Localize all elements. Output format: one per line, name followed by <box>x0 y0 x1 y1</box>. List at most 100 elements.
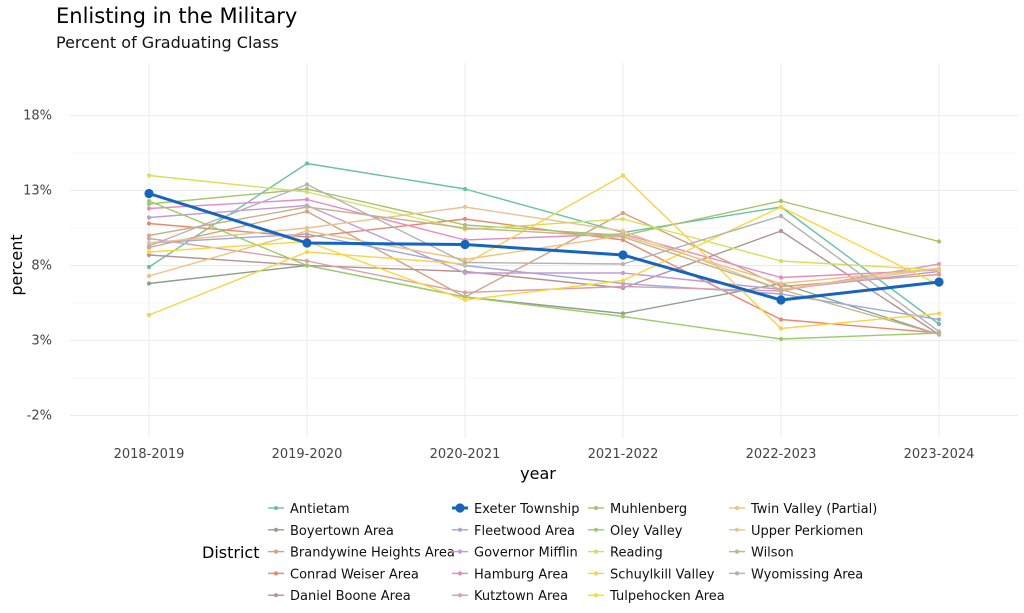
data-point <box>462 294 468 300</box>
data-point <box>778 198 784 204</box>
legend-item: Reading <box>588 546 663 561</box>
data-point <box>304 225 310 231</box>
series-line <box>148 188 940 243</box>
series-line <box>148 162 940 325</box>
series-wyomissing-area <box>146 182 942 334</box>
data-point <box>462 260 468 265</box>
series-exeter-township <box>144 188 944 305</box>
y-tick-label: 3% <box>31 334 52 349</box>
data-point <box>778 317 784 322</box>
data-point <box>934 277 944 287</box>
data-point <box>144 188 154 199</box>
legend-label: Reading <box>610 546 663 561</box>
legend-label: Upper Perkiomen <box>751 524 863 539</box>
legend-item: Boyertown Area <box>268 524 394 539</box>
series-line <box>148 183 940 333</box>
legend-key-point <box>593 593 599 598</box>
data-point <box>462 225 468 231</box>
legend-label: Boyertown Area <box>290 524 394 539</box>
series-layer <box>144 161 944 342</box>
legend-item: Daniel Boone Area <box>268 589 411 604</box>
data-point <box>146 264 152 270</box>
series-line <box>148 198 940 279</box>
data-point <box>146 240 152 246</box>
data-point <box>146 249 152 255</box>
x-tick-label: 2021-2022 <box>588 447 659 462</box>
legend-key-point <box>593 549 599 554</box>
legend-key-point <box>457 593 463 598</box>
data-point <box>146 201 152 207</box>
legend-item: Oley Valley <box>588 524 683 539</box>
legend-item: Upper Perkiomen <box>729 524 863 539</box>
data-point <box>146 198 152 204</box>
legend-label: Governor Mifflin <box>474 546 578 561</box>
data-point <box>146 215 152 220</box>
data-point <box>778 228 784 234</box>
data-point <box>936 261 942 267</box>
data-point <box>936 272 942 277</box>
series-line <box>148 230 940 285</box>
legend-label: Fleetwood Area <box>474 524 575 539</box>
data-point <box>146 312 152 318</box>
data-point <box>618 250 628 260</box>
legend-key-point <box>273 593 279 598</box>
legend-label: Wilson <box>751 546 794 561</box>
legend-item: Muhlenberg <box>588 502 687 517</box>
data-point <box>462 216 468 222</box>
legend-item: Hamburg Area <box>452 567 568 582</box>
data-point <box>620 228 626 234</box>
legend-key-point <box>593 505 599 511</box>
data-point <box>620 210 626 216</box>
legend: District Antietam Boyertown Area Brandywin… <box>202 502 877 604</box>
data-point <box>778 281 784 286</box>
data-point <box>304 186 310 192</box>
series-line <box>148 206 940 301</box>
data-point <box>304 249 310 255</box>
data-point <box>304 231 310 237</box>
data-point <box>620 314 626 319</box>
data-point <box>620 270 626 276</box>
legend-key-point <box>273 571 279 576</box>
data-point <box>302 238 312 248</box>
data-point <box>620 173 626 178</box>
legend-key-point <box>457 549 463 554</box>
data-point <box>936 321 942 327</box>
legend-item: Exeter Township <box>452 502 580 517</box>
data-point <box>304 258 310 264</box>
legend-label: Muhlenberg <box>610 502 687 517</box>
legend-title: District <box>202 543 259 562</box>
legend-item: Wilson <box>729 546 794 561</box>
data-point <box>462 257 468 262</box>
legend-item: Fleetwood Area <box>452 524 575 539</box>
y-axis-title: percent <box>7 234 26 295</box>
data-point <box>146 233 152 238</box>
data-point <box>620 216 626 222</box>
legend-label: Schuylkill Valley <box>610 567 715 582</box>
data-point <box>462 204 468 210</box>
series-line <box>148 206 940 291</box>
data-point <box>304 189 310 195</box>
series-muhlenberg <box>146 186 942 244</box>
data-point <box>462 186 468 192</box>
legend-item: Tulpehocken Area <box>588 589 725 604</box>
data-point <box>778 287 784 292</box>
legend-label: Antietam <box>290 502 350 517</box>
legend-key-point <box>457 571 463 576</box>
data-point <box>620 261 626 267</box>
x-tick-label: 2019-2020 <box>272 447 343 462</box>
data-point <box>936 317 942 322</box>
legend-key-point <box>593 527 599 532</box>
data-point <box>778 258 784 264</box>
data-point <box>778 291 784 297</box>
data-point <box>778 336 784 342</box>
data-point <box>778 275 784 280</box>
data-point <box>462 270 468 276</box>
data-point <box>620 284 626 289</box>
chart-subtitle: Percent of Graduating Class <box>56 33 279 52</box>
x-axis-ticks: 2018-2019 2019-2020 2020-2021 2021-2022 2022… <box>114 447 975 462</box>
chart-title: Enlisting in the Military <box>56 4 297 28</box>
legend-item: Governor Mifflin <box>452 546 578 561</box>
data-point <box>146 273 152 279</box>
data-point <box>304 182 310 187</box>
